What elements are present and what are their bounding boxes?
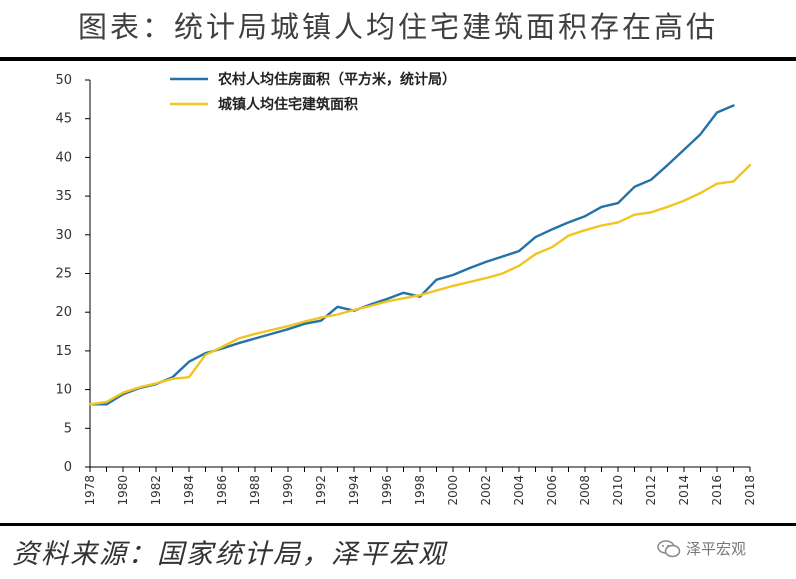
wechat-icon bbox=[657, 539, 681, 557]
top-rule bbox=[0, 57, 796, 61]
y-tick-label: 10 bbox=[55, 383, 72, 398]
y-tick-label: 25 bbox=[55, 267, 72, 282]
x-tick-label: 1990 bbox=[281, 475, 295, 506]
y-tick-label: 40 bbox=[55, 150, 72, 165]
x-tick-label: 2014 bbox=[677, 475, 691, 506]
y-tick-label: 0 bbox=[64, 460, 72, 475]
y-tick-label: 45 bbox=[55, 112, 72, 127]
x-axis-ticks: 1978 1980 1982 1984 1986 1988 1990 1992 1994 1996… bbox=[83, 467, 757, 506]
x-tick-label: 2002 bbox=[479, 475, 493, 506]
y-tick-label: 30 bbox=[55, 228, 72, 243]
series-line-1 bbox=[88, 104, 735, 406]
source-note: 资料来源：国家统计局，泽平宏观 bbox=[12, 539, 447, 570]
x-tick-label: 1988 bbox=[248, 475, 262, 506]
x-tick-label: 2008 bbox=[578, 475, 592, 506]
legend-label-1: 农村人均住房面积（平方米，统计局） bbox=[217, 71, 456, 88]
y-axis-ticks: 0 5 10 15 20 25 30 35 40 45 50 bbox=[55, 73, 90, 475]
bottom-rule bbox=[0, 523, 796, 526]
chart-axes bbox=[89, 80, 750, 468]
x-tick-label: 1992 bbox=[314, 475, 328, 506]
chart-lines bbox=[88, 104, 752, 406]
y-tick-label: 15 bbox=[55, 344, 72, 359]
x-tick-label: 1994 bbox=[347, 475, 361, 506]
x-tick-label: 2004 bbox=[512, 475, 526, 506]
y-tick-label: 5 bbox=[64, 421, 72, 436]
x-tick-label: 2018 bbox=[743, 475, 757, 506]
x-tick-label: 1980 bbox=[116, 475, 130, 506]
chart-title: 图表：统计局城镇人均住宅建筑面积存在高估 bbox=[77, 10, 718, 44]
chart-legend: 农村人均住房面积（平方米，统计局） 城镇人均住宅建筑面积 bbox=[170, 71, 456, 113]
x-tick-label: 1996 bbox=[380, 475, 394, 506]
x-tick-label: 1978 bbox=[83, 475, 97, 506]
series-line-2 bbox=[88, 163, 752, 406]
legend-label-2: 城镇人均住宅建筑面积 bbox=[218, 96, 358, 113]
x-tick-label: 1984 bbox=[182, 475, 196, 506]
x-tick-label: 2010 bbox=[611, 475, 625, 506]
watermark: 泽平宏观 bbox=[657, 538, 746, 559]
line-chart: 0 5 10 15 20 25 30 35 40 45 50 1978 1980 1982 1984 198… bbox=[55, 71, 757, 506]
y-tick-label: 20 bbox=[55, 305, 72, 320]
x-tick-label: 2016 bbox=[710, 475, 724, 506]
y-tick-label: 35 bbox=[55, 189, 72, 204]
x-tick-label: 2006 bbox=[545, 475, 559, 506]
x-tick-label: 2012 bbox=[644, 475, 658, 506]
watermark-label: 泽平宏观 bbox=[686, 540, 747, 558]
x-tick-label: 1982 bbox=[149, 475, 163, 506]
y-tick-label: 50 bbox=[55, 73, 72, 88]
x-tick-label: 2000 bbox=[446, 475, 460, 506]
x-tick-label: 1986 bbox=[215, 475, 229, 506]
x-tick-label: 1998 bbox=[413, 475, 427, 506]
